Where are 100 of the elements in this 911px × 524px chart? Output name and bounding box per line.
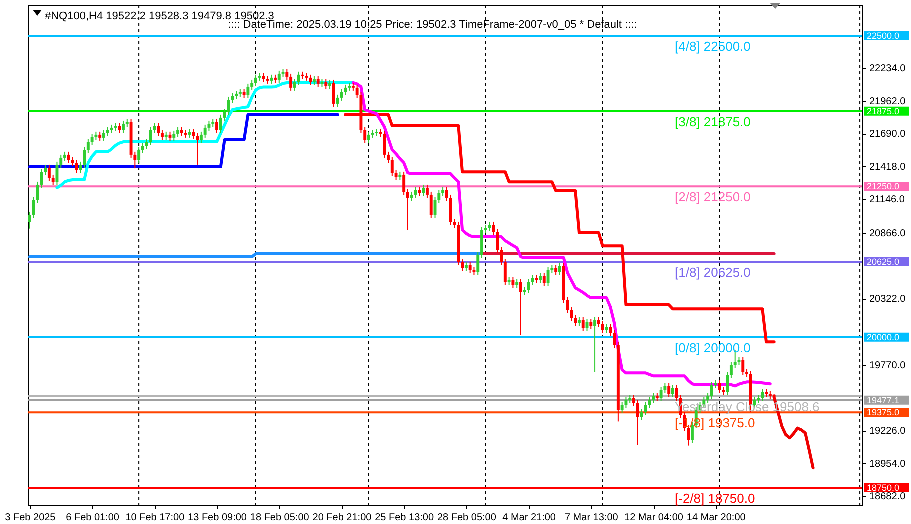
- candlestick: [675, 384, 678, 402]
- candlestick: [464, 261, 468, 272]
- candlestick: [192, 128, 196, 140]
- y-tick-label: 19477.1: [867, 395, 900, 406]
- candlestick: [500, 246, 503, 266]
- candlestick: [390, 156, 394, 177]
- candlestick: [332, 79, 336, 108]
- candlestick: [710, 382, 714, 400]
- y-tick-label: 18682.0: [870, 492, 906, 503]
- candlestick: [410, 191, 414, 202]
- candlestick: [242, 88, 246, 99]
- ref-line-label: [0/8] 20000.0: [675, 340, 751, 356]
- candlestick: [231, 92, 234, 104]
- candlestick: [90, 133, 94, 146]
- candlestick: [172, 130, 176, 142]
- candlestick: [461, 258, 464, 272]
- candlestick: [270, 74, 274, 84]
- candlestick: [542, 272, 546, 287]
- candlestick: [476, 251, 480, 276]
- candlestick: [262, 72, 266, 83]
- candlestick: [364, 126, 367, 144]
- x-tick-label: 14 Mar 20:00: [686, 512, 746, 524]
- candlestick: [644, 402, 648, 416]
- candlestick: [250, 79, 254, 90]
- candlestick: [632, 394, 636, 407]
- candlestick: [83, 146, 86, 168]
- candlestick: [278, 70, 281, 84]
- candlestick: [387, 151, 390, 164]
- candlestick: [180, 126, 184, 137]
- candlestick: [414, 186, 418, 198]
- candlestick: [122, 120, 125, 134]
- x-tick-label: 4 Mar 21:00: [502, 512, 556, 524]
- candlestick: [624, 396, 628, 409]
- candlestick: [293, 78, 296, 92]
- candlestick: [394, 170, 398, 181]
- candlestick: [488, 221, 492, 232]
- y-tick-label: 20866.0: [870, 228, 906, 240]
- candlestick: [422, 184, 426, 197]
- candlestick: [574, 314, 578, 327]
- candlestick: [554, 264, 558, 276]
- candlestick: [512, 276, 515, 289]
- candlestick: [520, 278, 522, 336]
- y-tick-label: 22234.0: [870, 64, 906, 75]
- y-tick-label: 21875.0: [867, 106, 900, 116]
- x-tick-label: 10 Feb 17:00: [126, 512, 186, 524]
- y-tick-label: 18750.0: [867, 483, 900, 494]
- candlestick: [64, 151, 67, 162]
- candlestick: [527, 278, 530, 294]
- y-tick-label: 19226.0: [870, 426, 906, 438]
- x-tick-label: 12 Mar 04:00: [624, 512, 684, 524]
- text: :::: DateTime: 2025.03.19 10:25 Price: 19502.3 TimeFrame-2007-v0_05 * Default ::::: [228, 19, 638, 31]
- y-tick-label: 21690.0: [870, 129, 906, 140]
- candlestick: [761, 388, 764, 402]
- candlestick: [597, 316, 600, 328]
- candlestick: [48, 164, 51, 182]
- ref-line-label: [2/8] 21250.0: [675, 190, 751, 205]
- candlestick: [445, 186, 448, 202]
- y-tick-label: 18954.0: [870, 458, 906, 470]
- candlestick: [328, 79, 332, 90]
- candlestick: [254, 74, 258, 87]
- candlestick: [426, 184, 429, 198]
- candlestick: [176, 126, 180, 138]
- y-tick-label: 21962.0: [870, 96, 906, 108]
- x-tick-label: 25 Feb 13:00: [375, 512, 434, 524]
- candlestick: [297, 71, 300, 86]
- x-tick-label: 28 Feb 05:00: [437, 512, 497, 524]
- y-tick-label: 21418.0: [870, 162, 906, 173]
- candlestick: [118, 122, 122, 134]
- candlestick: [660, 386, 663, 402]
- x-tick-label: 3 Feb 2025: [5, 512, 56, 524]
- candlestick: [200, 131, 203, 144]
- candlestick: [67, 151, 70, 164]
- candlestick: [79, 161, 82, 174]
- candlestick: [52, 174, 55, 186]
- y-tick-label: 20625.0: [867, 256, 900, 267]
- candlestick: [196, 132, 200, 166]
- candlestick: [730, 362, 733, 379]
- candlestick: [28, 211, 32, 230]
- candlestick: [496, 228, 500, 254]
- candlestick: [138, 146, 141, 164]
- candlestick: [406, 188, 410, 231]
- candlestick: [546, 266, 550, 287]
- candlestick: [582, 316, 585, 332]
- candlestick: [141, 142, 144, 154]
- candlestick: [316, 76, 320, 88]
- candlestick: [160, 130, 164, 141]
- candlestick: [636, 400, 640, 446]
- y-tick-label: 20322.0: [870, 294, 906, 306]
- candlestick: [290, 73, 293, 92]
- candlestick: [98, 131, 102, 142]
- candlestick: [613, 330, 616, 349]
- candlestick: [590, 318, 593, 330]
- candlestick: [286, 68, 289, 80]
- candlestick: [106, 126, 110, 137]
- candlestick: [44, 164, 48, 176]
- candlestick: [652, 392, 655, 404]
- candlestick: [145, 138, 148, 150]
- ref-line-label: [-2/8] 18750.0: [675, 491, 756, 506]
- candlestick: [594, 316, 597, 373]
- candlestick: [204, 124, 207, 138]
